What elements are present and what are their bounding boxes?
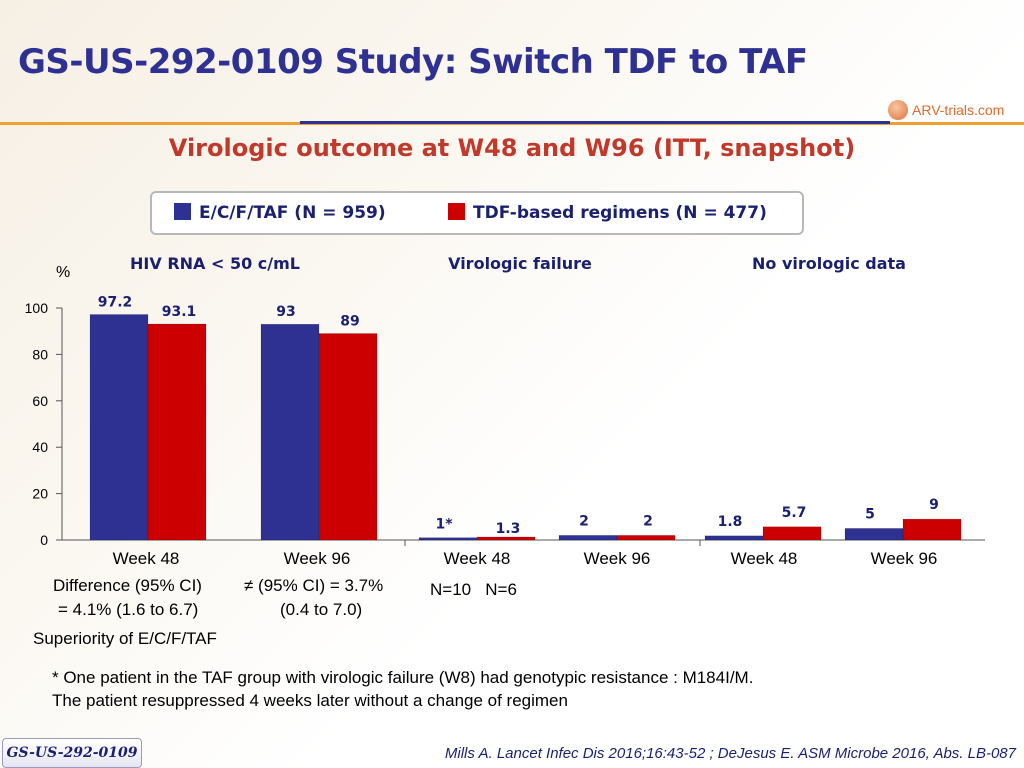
bar-taf xyxy=(704,535,764,541)
bar-tdf xyxy=(476,536,536,541)
y-tick-label: 100 xyxy=(25,300,49,316)
y-tick-label: 40 xyxy=(32,439,48,455)
footnote: * One patient in the TAF group with viro… xyxy=(52,666,753,712)
citation: Mills A. Lancet Infec Dis 2016;16:43-52 … xyxy=(444,745,1016,762)
bar-tdf xyxy=(902,518,962,541)
data-label: 97.2 xyxy=(98,294,133,310)
slide-title: GS-US-292-0109 Study: Switch TDF to TAF xyxy=(18,42,808,82)
legend-label-taf: E/C/F/TAF (N = 959) xyxy=(199,203,386,223)
bar-taf xyxy=(418,537,478,541)
category-label: Week 96 xyxy=(283,549,351,568)
y-tick-label: 0 xyxy=(40,532,48,548)
virologic-failure-n-counts: N=10 N=6 xyxy=(430,580,517,599)
legend-item-taf: E/C/F/TAF (N = 959) xyxy=(174,203,386,223)
chart-subtitle: Virologic outcome at W48 and W96 (ITT, s… xyxy=(168,134,856,162)
y-tick-label: 60 xyxy=(32,393,48,409)
data-label: 5.7 xyxy=(782,505,807,521)
difference-w48-line1: Difference (95% CI) xyxy=(53,576,202,595)
category-label: Week 48 xyxy=(730,549,798,568)
title-divider-blue xyxy=(300,121,890,124)
footnote-line2: The patient resuppressed 4 weeks later w… xyxy=(52,691,568,710)
footnote-line1: * One patient in the TAF group with viro… xyxy=(52,668,754,687)
data-label: 2 xyxy=(579,513,589,529)
data-label: 9 xyxy=(929,497,939,513)
legend-swatch-tdf xyxy=(448,203,465,220)
data-label: 93 xyxy=(276,304,295,320)
category-label: Week 96 xyxy=(870,549,938,568)
bar-taf xyxy=(89,314,149,541)
bar-taf xyxy=(260,323,320,541)
bar-tdf xyxy=(616,535,676,541)
bar-tdf xyxy=(318,333,378,541)
difference-w48-line2: = 4.1% (1.6 to 6.7) xyxy=(58,600,199,619)
bar-tdf xyxy=(147,323,207,541)
data-label: 1.3 xyxy=(496,521,521,537)
y-axis-unit: % xyxy=(56,264,71,281)
bar-chart: 0 20 40 60 80 100 97.2 93 1* 2 1.8 5 93.1 89 1.3 2 5.7 9 xyxy=(25,294,985,548)
category-label: Week 96 xyxy=(583,549,651,568)
data-label: 5 xyxy=(865,506,875,522)
legend-swatch-taf xyxy=(174,203,191,220)
difference-w96-line1: ≠ (95% CI) = 3.7% xyxy=(244,576,384,595)
data-label: 1* xyxy=(435,517,453,533)
data-label: 1.8 xyxy=(718,514,743,530)
data-label: 93.1 xyxy=(162,304,197,320)
category-label: Week 48 xyxy=(443,549,511,568)
data-label: 2 xyxy=(643,513,653,529)
difference-w96-line2: (0.4 to 7.0) xyxy=(280,600,363,619)
bar-taf xyxy=(558,535,618,541)
bar-taf xyxy=(844,528,904,541)
category-label: Week 48 xyxy=(112,549,180,568)
logo-text: ARV-trials.com xyxy=(912,102,1005,118)
data-label: 89 xyxy=(340,314,359,330)
study-badge: GS-US-292-0109 xyxy=(2,738,142,768)
y-tick-label: 80 xyxy=(32,346,48,362)
logo-bulb-icon xyxy=(888,100,908,120)
group-header-virologic-failure: Virologic failure xyxy=(448,254,592,273)
legend-label-tdf: TDF-based regimens (N = 477) xyxy=(473,203,767,223)
group-header-no-virologic-data: No virologic data xyxy=(752,254,906,273)
group-header-hiv-rna: HIV RNA < 50 c/mL xyxy=(130,254,300,273)
superiority-note: Superiority of E/C/F/TAF xyxy=(33,629,217,648)
chart-legend: E/C/F/TAF (N = 959) TDF-based regimens (… xyxy=(150,191,804,235)
legend-item-tdf: TDF-based regimens (N = 477) xyxy=(448,203,767,223)
y-tick-label: 20 xyxy=(32,486,48,502)
bar-tdf xyxy=(762,526,822,541)
arv-trials-logo: ARV-trials.com xyxy=(888,98,1016,124)
